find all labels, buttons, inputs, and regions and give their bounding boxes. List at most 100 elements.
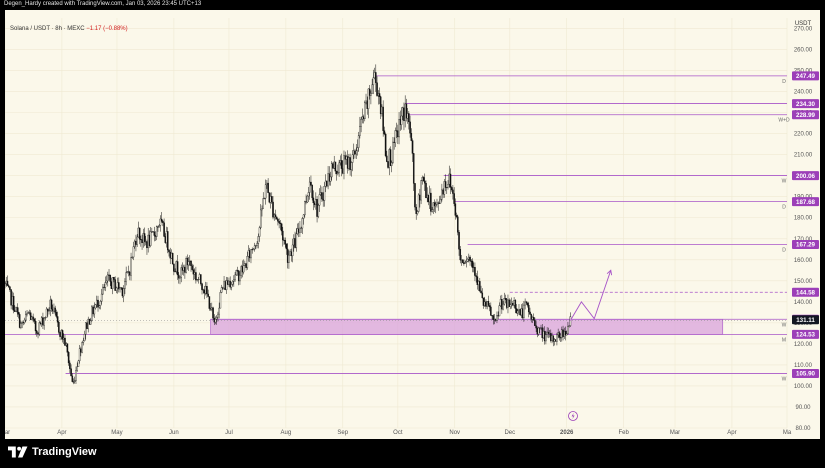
projection-arrow-layer — [570, 269, 613, 321]
tradingview-logo[interactable]: TradingView — [8, 446, 97, 458]
price-chart[interactable]: 270.00260.00250.00240.00230.00220.00210.… — [0, 10, 820, 439]
candle-body — [129, 271, 131, 276]
y-tick-label: 80.00 — [795, 426, 811, 432]
candle-body — [6, 280, 9, 286]
candle-body — [190, 260, 192, 267]
candle-body — [395, 130, 398, 132]
candle-body — [401, 107, 404, 117]
candle-body — [55, 312, 58, 317]
candle-body — [304, 201, 306, 216]
candle-body — [340, 160, 343, 169]
candle-body — [160, 218, 163, 222]
x-tick-label: Ma — [783, 430, 792, 436]
candle-body — [186, 258, 189, 266]
candle-body — [217, 313, 219, 318]
candle-body — [255, 245, 257, 247]
candle-body — [202, 289, 205, 291]
candle-body — [323, 186, 326, 201]
level-price-tag-bg — [792, 369, 819, 379]
candle-body — [192, 269, 195, 275]
candle-body — [404, 103, 406, 121]
candle-body — [144, 241, 147, 243]
candle-body — [40, 317, 43, 324]
candle-body — [508, 299, 510, 307]
candle-body — [427, 194, 430, 203]
candle-body — [539, 327, 541, 329]
candle-body — [461, 259, 464, 263]
support-zone — [210, 318, 724, 335]
candle-body — [514, 300, 517, 309]
candle-body — [51, 308, 54, 312]
candle-body — [125, 272, 127, 282]
candle-body — [318, 194, 321, 206]
lightning-icon[interactable] — [568, 411, 578, 421]
candle-body — [370, 93, 372, 96]
candle-body — [439, 199, 442, 204]
candle-body — [432, 202, 435, 210]
candle-body — [280, 223, 283, 232]
candle-body — [148, 234, 151, 246]
candle-body — [416, 211, 419, 214]
candle-body — [94, 304, 97, 309]
candle-body — [501, 299, 503, 310]
candle-body — [4, 283, 6, 286]
chart-area[interactable]: 270.00260.00250.00240.00230.00220.00210.… — [0, 10, 820, 439]
candle-body — [480, 290, 482, 294]
candle-body — [88, 318, 91, 325]
candle-body — [376, 82, 378, 96]
candle-body — [179, 277, 181, 279]
candle-body — [48, 310, 50, 312]
candle-body — [105, 280, 108, 283]
candle-body — [526, 302, 529, 306]
candle-body — [558, 332, 561, 338]
candle-body — [289, 251, 291, 256]
candle-body — [133, 240, 136, 247]
candle-body — [165, 231, 168, 243]
candle-body — [36, 330, 38, 334]
candle-body — [425, 183, 427, 199]
candle-body — [200, 274, 202, 284]
candle-body — [351, 154, 354, 163]
candle-body — [284, 240, 287, 245]
candle-body — [414, 183, 416, 208]
candle-body — [388, 149, 391, 168]
candle-series — [4, 64, 572, 385]
candle-body — [66, 343, 69, 353]
candle-body — [104, 282, 107, 288]
candle-body — [42, 317, 44, 326]
candle-body — [449, 173, 452, 188]
x-axis[interactable]: Mar Apr May Jun Jul Aug Sep Oct Nov Dec 2026 Feb Mar… — [0, 430, 792, 436]
candle-body — [343, 155, 345, 174]
candle-body — [321, 192, 323, 200]
candle-body — [327, 173, 329, 187]
candle-body — [516, 310, 519, 314]
candle-body — [543, 331, 546, 342]
level-price-tag-bg — [792, 239, 819, 249]
level-price-tag-bg — [792, 329, 819, 339]
candle-body — [332, 163, 334, 169]
candle-body — [344, 155, 346, 160]
candle-body — [53, 307, 55, 312]
candle-body — [99, 301, 102, 306]
candle-body — [419, 194, 421, 201]
candle-body — [512, 302, 514, 306]
candle-body — [312, 197, 315, 204]
candle-body — [269, 196, 272, 203]
candle-body — [356, 147, 359, 151]
candle-body — [285, 243, 288, 250]
candle-body — [399, 119, 402, 125]
candle-body — [537, 327, 540, 335]
candle-body — [423, 180, 426, 184]
candle-body — [406, 113, 409, 119]
candle-body — [28, 312, 31, 314]
candle-body — [493, 319, 496, 321]
candle-body — [542, 331, 545, 339]
candle-body — [390, 162, 393, 166]
candle-body — [61, 330, 64, 340]
candle-body — [31, 316, 33, 320]
candle-body — [250, 249, 252, 259]
candle-body — [554, 339, 557, 342]
y-tick-label: 140.00 — [794, 300, 813, 306]
candle-body — [535, 325, 537, 329]
candle-body — [84, 322, 87, 335]
